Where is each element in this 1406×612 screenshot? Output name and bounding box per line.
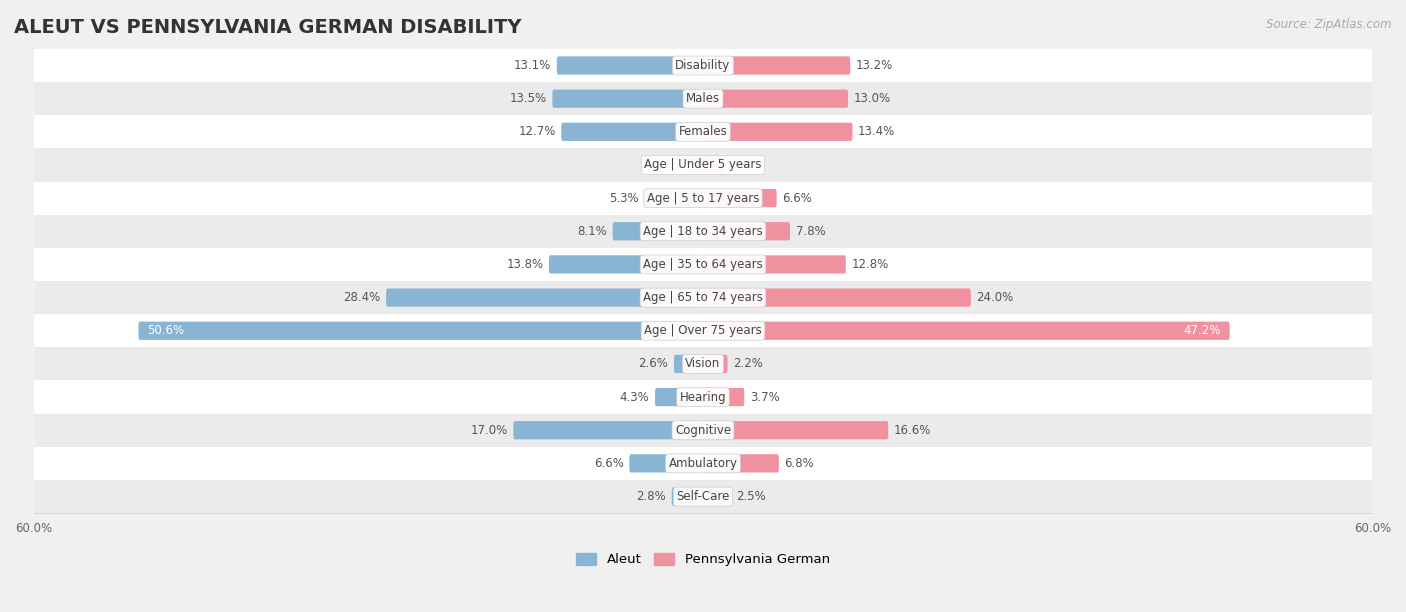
Text: Age | 35 to 64 years: Age | 35 to 64 years xyxy=(643,258,763,271)
Text: 3.7%: 3.7% xyxy=(749,390,779,403)
Legend: Aleut, Pennsylvania German: Aleut, Pennsylvania German xyxy=(576,553,830,566)
Text: 4.3%: 4.3% xyxy=(620,390,650,403)
FancyBboxPatch shape xyxy=(34,381,1372,414)
Text: ALEUT VS PENNSYLVANIA GERMAN DISABILITY: ALEUT VS PENNSYLVANIA GERMAN DISABILITY xyxy=(14,18,522,37)
Text: Males: Males xyxy=(686,92,720,105)
Text: 1.9%: 1.9% xyxy=(730,159,759,171)
Text: Age | Under 5 years: Age | Under 5 years xyxy=(644,159,762,171)
FancyBboxPatch shape xyxy=(548,255,703,274)
Text: 12.7%: 12.7% xyxy=(519,125,555,138)
Text: 28.4%: 28.4% xyxy=(343,291,381,304)
Text: Ambulatory: Ambulatory xyxy=(668,457,738,470)
FancyBboxPatch shape xyxy=(34,281,1372,314)
FancyBboxPatch shape xyxy=(34,414,1372,447)
FancyBboxPatch shape xyxy=(703,255,846,274)
FancyBboxPatch shape xyxy=(34,314,1372,348)
FancyBboxPatch shape xyxy=(34,148,1372,182)
FancyBboxPatch shape xyxy=(655,388,703,406)
FancyBboxPatch shape xyxy=(703,189,776,207)
Text: 2.8%: 2.8% xyxy=(637,490,666,503)
Text: 24.0%: 24.0% xyxy=(976,291,1014,304)
FancyBboxPatch shape xyxy=(673,355,703,373)
Text: 13.8%: 13.8% xyxy=(506,258,544,271)
Text: 1.2%: 1.2% xyxy=(654,159,685,171)
FancyBboxPatch shape xyxy=(630,454,703,472)
FancyBboxPatch shape xyxy=(513,421,703,439)
Text: 8.1%: 8.1% xyxy=(578,225,607,238)
Text: 17.0%: 17.0% xyxy=(471,424,508,437)
Text: 12.8%: 12.8% xyxy=(852,258,889,271)
Text: Age | 18 to 34 years: Age | 18 to 34 years xyxy=(643,225,763,238)
FancyBboxPatch shape xyxy=(387,288,703,307)
Text: Females: Females xyxy=(679,125,727,138)
Text: Vision: Vision xyxy=(685,357,721,370)
FancyBboxPatch shape xyxy=(34,215,1372,248)
FancyBboxPatch shape xyxy=(561,122,703,141)
Text: Cognitive: Cognitive xyxy=(675,424,731,437)
FancyBboxPatch shape xyxy=(34,248,1372,281)
Text: 6.6%: 6.6% xyxy=(782,192,813,204)
Text: 2.2%: 2.2% xyxy=(733,357,763,370)
Text: Self-Care: Self-Care xyxy=(676,490,730,503)
FancyBboxPatch shape xyxy=(557,56,703,75)
Text: Source: ZipAtlas.com: Source: ZipAtlas.com xyxy=(1267,18,1392,31)
FancyBboxPatch shape xyxy=(703,56,851,75)
FancyBboxPatch shape xyxy=(34,447,1372,480)
FancyBboxPatch shape xyxy=(703,388,744,406)
Text: 6.8%: 6.8% xyxy=(785,457,814,470)
FancyBboxPatch shape xyxy=(703,89,848,108)
FancyBboxPatch shape xyxy=(613,222,703,241)
Text: 6.6%: 6.6% xyxy=(593,457,624,470)
FancyBboxPatch shape xyxy=(703,322,1230,340)
Text: Age | 65 to 74 years: Age | 65 to 74 years xyxy=(643,291,763,304)
Text: Age | 5 to 17 years: Age | 5 to 17 years xyxy=(647,192,759,204)
FancyBboxPatch shape xyxy=(138,322,703,340)
FancyBboxPatch shape xyxy=(703,156,724,174)
Text: 16.6%: 16.6% xyxy=(894,424,931,437)
FancyBboxPatch shape xyxy=(553,89,703,108)
FancyBboxPatch shape xyxy=(34,480,1372,513)
FancyBboxPatch shape xyxy=(34,348,1372,381)
FancyBboxPatch shape xyxy=(703,222,790,241)
FancyBboxPatch shape xyxy=(703,355,727,373)
FancyBboxPatch shape xyxy=(703,421,889,439)
FancyBboxPatch shape xyxy=(34,82,1372,115)
Text: 2.6%: 2.6% xyxy=(638,357,668,370)
Text: 13.2%: 13.2% xyxy=(856,59,893,72)
FancyBboxPatch shape xyxy=(703,454,779,472)
FancyBboxPatch shape xyxy=(34,182,1372,215)
Text: 13.4%: 13.4% xyxy=(858,125,896,138)
Text: 7.8%: 7.8% xyxy=(796,225,825,238)
FancyBboxPatch shape xyxy=(672,487,703,506)
Text: 50.6%: 50.6% xyxy=(148,324,184,337)
FancyBboxPatch shape xyxy=(703,288,970,307)
FancyBboxPatch shape xyxy=(644,189,703,207)
FancyBboxPatch shape xyxy=(703,122,852,141)
Text: 2.5%: 2.5% xyxy=(737,490,766,503)
Text: Age | Over 75 years: Age | Over 75 years xyxy=(644,324,762,337)
Text: 47.2%: 47.2% xyxy=(1184,324,1220,337)
FancyBboxPatch shape xyxy=(34,49,1372,82)
Text: 13.1%: 13.1% xyxy=(515,59,551,72)
Text: Disability: Disability xyxy=(675,59,731,72)
FancyBboxPatch shape xyxy=(689,156,703,174)
FancyBboxPatch shape xyxy=(703,487,731,506)
Text: Hearing: Hearing xyxy=(679,390,727,403)
Text: 5.3%: 5.3% xyxy=(609,192,638,204)
Text: 13.0%: 13.0% xyxy=(853,92,891,105)
FancyBboxPatch shape xyxy=(34,115,1372,148)
Text: 13.5%: 13.5% xyxy=(509,92,547,105)
